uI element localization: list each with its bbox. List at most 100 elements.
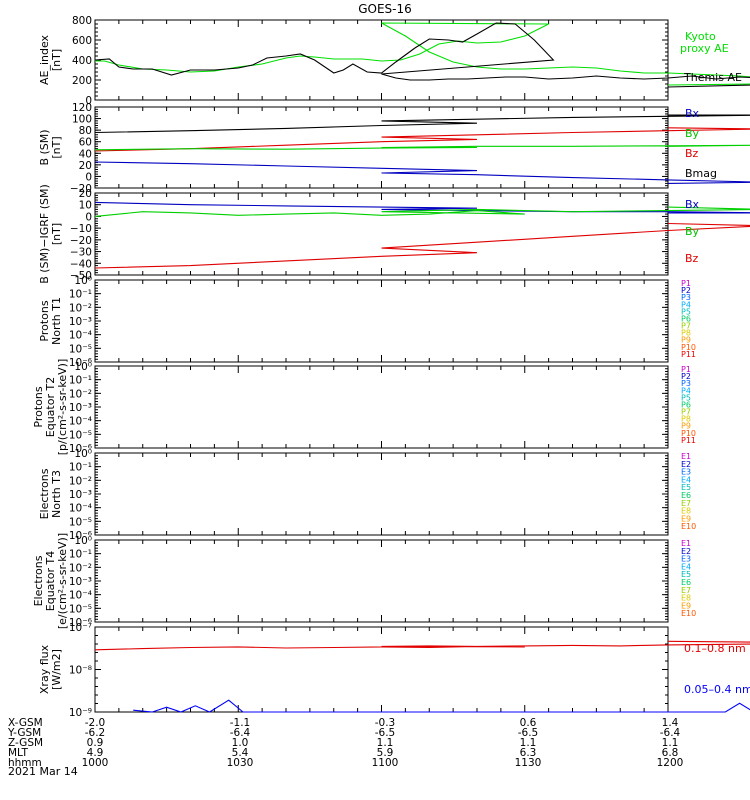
panel-frame [94,539,669,623]
y-tick-label: 10⁰ [74,361,92,373]
series-line [94,114,750,134]
panel-frame [94,19,669,101]
orbit-row-label: Y-GSM [7,727,41,739]
y-tick-label: 10⁻³ [69,576,92,588]
series-line [133,699,750,713]
y-tick-label: 10⁻⁵ [69,516,92,528]
legend-entry: E3 [681,468,691,477]
orbit-value: 1130 [515,757,542,769]
y-tick-label: 10⁻⁵ [69,429,92,441]
y-tick-label: 10⁻⁹ [69,707,92,719]
legend-entry: E6 [681,578,691,587]
panel-p_t1: 10⁻⁶ 10⁻⁵10⁻⁴ 10⁻³ 10⁻²10⁻¹ 10⁰ Protons North … [38,275,696,369]
y-tick-label: 10⁻¹ [69,289,92,301]
y-tick-label: 10⁻² [69,562,92,574]
y-tick-label: 10⁻⁶ [69,443,92,455]
y-tick-label: −20 [70,183,92,195]
y-tick-label: 10 [79,200,92,212]
orbit-value: 6.3 [520,747,537,759]
y-axis-label: North T3 [50,470,63,518]
panel-p_t2: 10⁻⁶ 10⁻⁵10⁻⁴ 10⁻³ 10⁻²10⁻¹ 10⁰ Protons Equato… [32,359,696,456]
series-line [94,144,750,151]
y-axis-label: B (SM) [38,129,51,165]
legend-entry: E5 [681,483,691,492]
y-tick-label: 100 [72,114,92,126]
legend: Bx By Bz [685,198,700,265]
orbit-value: 5.9 [377,747,394,759]
orbit-value: 1.1 [662,737,679,749]
panel-frame [94,279,669,363]
legend-entry: P3 [681,293,691,302]
orbit-value: 6.8 [662,747,679,759]
legend-entry: P2 [681,372,691,381]
orbit-value: 1100 [372,757,399,769]
legend-entry: P2 [681,286,691,295]
y-tick-label: 400 [72,55,92,67]
y-axis-label: Equator T4 [44,551,57,611]
legend-entry: E8 [681,507,691,516]
legend: 0.1–0.8 nm 0.05–0.4 nm [684,642,750,696]
series-line [94,127,750,152]
series-line [94,201,750,214]
legend-entry: 0.1–0.8 nm [684,642,746,655]
legend-entry: P8 [681,329,691,338]
legend-entry: Bz [685,252,699,265]
legend-entry: P10 [681,429,696,438]
orbit-row-label: MLT [8,747,28,759]
y-tick-label: 200 [72,75,92,87]
legend-entry: P10 [681,343,696,352]
legend-entry: E10 [681,522,696,531]
legend-entry: E4 [681,562,691,571]
legend-entry: P11 [681,436,696,445]
orbit-value: -6.5 [518,727,539,739]
y-axis-label: [nT] [50,49,63,71]
orbit-value: -2.0 [85,717,106,729]
legend-entry: E9 [681,601,691,610]
y-tick-label: 60 [79,137,92,149]
y-tick-label: −50 [70,270,92,282]
orbit-value: 0.6 [520,717,537,729]
legend-entry: P5 [681,307,691,316]
y-axis-label: Xray flux [38,644,51,694]
y-tick-label: 120 [72,102,92,114]
legend-entry: E8 [681,594,691,603]
legend-entry: proxy AE [680,42,729,55]
y-axis-label: [nT] [50,223,63,245]
y-tick-label: 10⁻⁴ [69,330,92,342]
panel-frame [94,626,669,713]
legend-entry: P9 [681,422,691,431]
legend-entry: P6 [681,314,691,323]
orbit-value: 1.4 [662,717,679,729]
legend-entry: E9 [681,514,691,523]
orbit-value: -6.2 [85,727,106,739]
legend-entry: P8 [681,415,691,424]
panel-frame [94,452,669,536]
legend-entry: P4 [681,386,691,395]
legend-entry: Themis AE [683,71,742,84]
y-tick-label: 10⁰ [74,448,92,460]
y-tick-label: 10⁻² [69,302,92,314]
panel-e_t3: 10⁻⁶ 10⁻⁵10⁻⁴ 10⁻³ 10⁻²10⁻¹ 10⁰ Electrons Nort… [38,448,696,542]
y-tick-label: 10⁻¹ [69,375,92,387]
series-line [95,22,750,86]
orbit-value: -0.3 [375,717,396,729]
legend: Bx By Bz Bmag [685,107,717,180]
legend-entry: P7 [681,322,691,331]
legend-entry: P9 [681,336,691,345]
y-tick-label: 10⁻⁶ [69,617,92,629]
y-tick-label: 10⁻⁶ [69,530,92,542]
y-tick-label: −10 [70,223,92,235]
legend-entry: Kyoto [685,30,716,43]
y-tick-label: 0 [85,171,92,183]
y-axis-label: [p/(cm²-s-sr-keV)] [56,359,69,456]
y-tick-label: 10⁻³ [69,489,92,501]
orbit-value: -1.1 [230,717,251,729]
legend-entry: E2 [681,547,691,556]
legend-entry: P11 [681,350,696,359]
legend-entry: E7 [681,499,691,508]
y-tick-label: 10⁻⁵ [69,343,92,355]
series-line [94,206,750,217]
series-line [94,222,750,269]
